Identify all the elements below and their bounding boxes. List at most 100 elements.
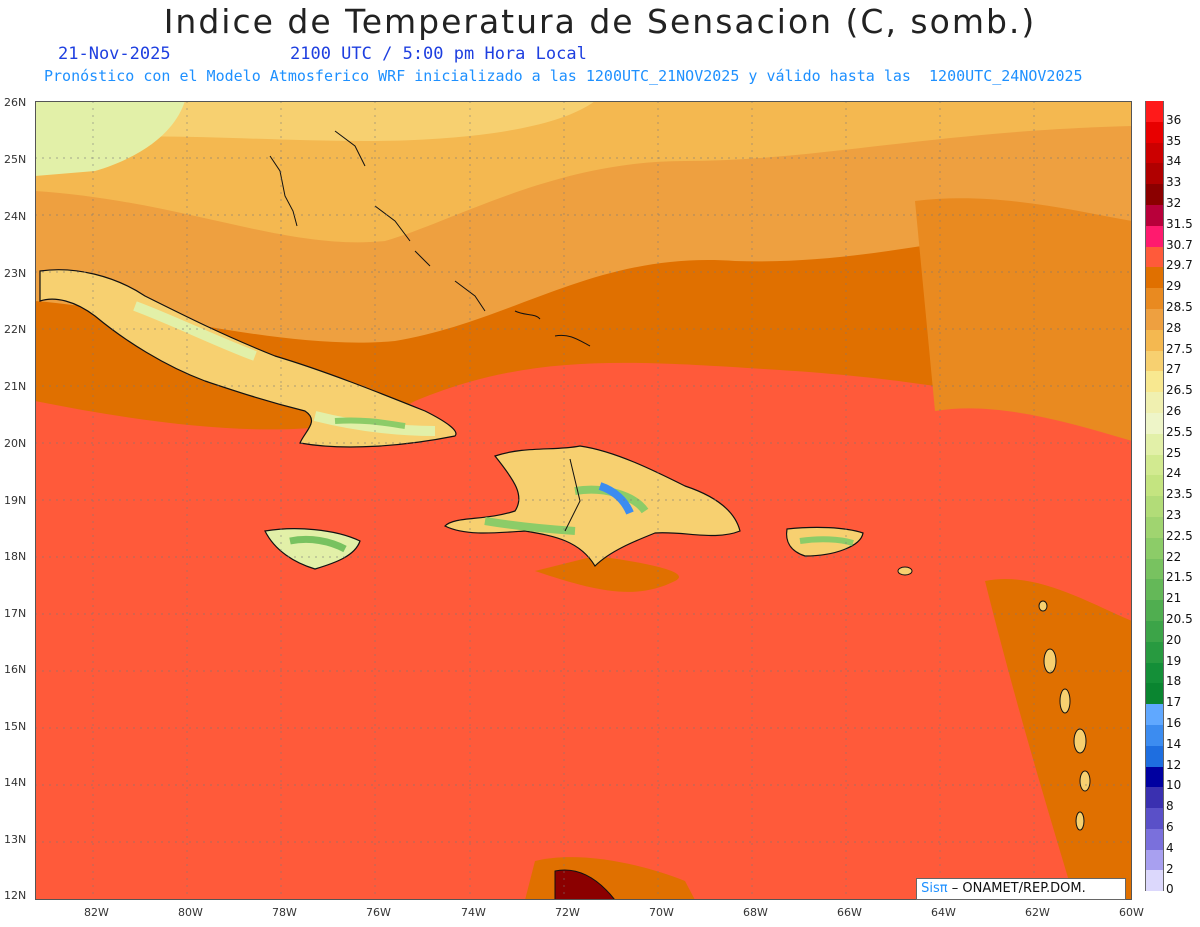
lat-label: 19N — [4, 494, 27, 507]
forecast-time: 2100 UTC / 5:00 pm Hora Local — [290, 44, 587, 64]
colorbar-swatch — [1145, 392, 1164, 413]
lon-label: 80W — [178, 906, 203, 919]
colorbar-swatch — [1145, 329, 1164, 351]
lon-label: 78W — [272, 906, 297, 919]
credit-text: – ONAMET/REP.DOM. — [947, 881, 1086, 896]
colorbar-label: 0 — [1166, 882, 1174, 897]
colorbar-label: 25.5 — [1166, 424, 1193, 439]
colorbar-label: 36 — [1166, 112, 1182, 127]
haiti-border — [564, 458, 581, 532]
jamaica-island — [264, 528, 361, 570]
colorbar-swatch — [1145, 163, 1164, 185]
colorbar — [1145, 101, 1164, 892]
credit-box: Sisπ – ONAMET/REP.DOM. — [916, 878, 1126, 900]
colorbar-label: 17 — [1166, 695, 1182, 710]
lon-label: 62W — [1025, 906, 1050, 919]
lon-label: 68W — [743, 906, 768, 919]
lon-label: 74W — [461, 906, 486, 919]
colorbar-swatch — [1145, 766, 1164, 788]
colorbar-swatch — [1145, 371, 1164, 393]
lat-label: 17N — [4, 607, 27, 620]
colorbar-swatch — [1145, 683, 1164, 705]
cordillera-blue — [598, 482, 634, 515]
colorbar-swatch — [1145, 579, 1164, 601]
lon-label: 76W — [366, 906, 391, 919]
colorbar-label: 31.5 — [1166, 216, 1193, 231]
colorbar-label: 28.5 — [1166, 300, 1193, 314]
colorbar-swatch — [1145, 350, 1164, 372]
sispi-logo: Sisπ — [921, 881, 948, 896]
bahamas-islands — [269, 130, 591, 347]
colorbar-label: 14 — [1166, 736, 1182, 751]
colorbar-label: 6 — [1166, 820, 1174, 834]
colorbar-label: 24 — [1166, 466, 1182, 481]
lat-label: 14N — [4, 776, 27, 789]
colorbar-label: 23.5 — [1166, 487, 1193, 502]
colorbar-label: 32 — [1166, 196, 1182, 210]
map-gridlines — [35, 101, 1132, 900]
lat-label: 13N — [4, 833, 27, 846]
colorbar-swatch — [1145, 308, 1164, 330]
colorbar-label: 2 — [1166, 861, 1174, 876]
colorbar-swatch — [1145, 641, 1164, 663]
colorbar-swatch — [1145, 496, 1164, 517]
lat-label: 25N — [4, 153, 27, 166]
colorbar-label: 10 — [1166, 778, 1182, 793]
colorbar-label: 26 — [1166, 404, 1182, 418]
colorbar-swatch — [1145, 121, 1164, 143]
colorbar-swatch — [1145, 516, 1164, 538]
colorbar-swatch — [1145, 288, 1164, 309]
colorbar-swatch — [1145, 204, 1164, 226]
colorbar-label: 30.7 — [1166, 237, 1193, 252]
lat-label: 21N — [4, 380, 27, 393]
colorbar-label: 35 — [1166, 133, 1182, 148]
colorbar-swatch — [1145, 600, 1164, 621]
colorbar-swatch — [1145, 225, 1164, 247]
lat-label: 24N — [4, 210, 27, 223]
lat-label: 18N — [4, 550, 27, 563]
colorbar-label: 28 — [1166, 320, 1182, 335]
colorbar-swatch — [1145, 101, 1164, 122]
lon-label: 72W — [555, 906, 580, 919]
temperature-map — [35, 101, 1132, 900]
colorbar-swatch — [1145, 412, 1164, 434]
colorbar-label: 27.5 — [1166, 341, 1193, 356]
model-info: Pronóstico con el Modelo Atmosferico WRF… — [44, 67, 1083, 85]
south-orange-band — [535, 556, 679, 592]
colorbar-swatch — [1145, 620, 1164, 642]
colorbar-swatch — [1145, 870, 1164, 892]
colorbar-swatch — [1145, 745, 1164, 767]
colorbar-swatch — [1145, 537, 1164, 559]
colorbar-swatch — [1145, 849, 1164, 871]
colorbar-swatch — [1145, 433, 1164, 455]
colorbar-label: 22 — [1166, 549, 1182, 564]
hispaniola-island — [443, 445, 741, 567]
jamaica-green — [289, 535, 347, 553]
colorbar-swatch — [1145, 246, 1164, 268]
map-canvas — [35, 101, 1132, 900]
lon-label: 60W — [1119, 906, 1144, 919]
lat-label: 16N — [4, 663, 27, 676]
colorbar-label: 12 — [1166, 757, 1182, 772]
lat-label: 15N — [4, 720, 27, 733]
colorbar-swatch — [1145, 184, 1164, 205]
colorbar-label: 23 — [1166, 508, 1182, 522]
colorbar-swatch — [1145, 787, 1164, 809]
lat-label: 20N — [4, 437, 27, 450]
lat-label: 26N — [4, 96, 27, 109]
colorbar-swatch — [1145, 808, 1164, 829]
colorbar-label: 22.5 — [1166, 528, 1193, 543]
lon-label: 70W — [649, 906, 674, 919]
colorbar-label: 21 — [1166, 591, 1182, 606]
colorbar-label: 29 — [1166, 279, 1182, 294]
east-orange-region — [915, 198, 1132, 441]
colorbar-label: 27 — [1166, 362, 1182, 377]
colorbar-label: 20.5 — [1166, 612, 1193, 626]
lon-label: 64W — [931, 906, 956, 919]
colorbar-swatch — [1145, 142, 1164, 164]
colorbar-label: 26.5 — [1166, 383, 1193, 398]
colorbar-label: 8 — [1166, 799, 1174, 814]
puerto-rico-green — [799, 536, 854, 546]
colorbar-swatch — [1145, 704, 1164, 725]
lesser-antilles-orange — [985, 579, 1132, 900]
